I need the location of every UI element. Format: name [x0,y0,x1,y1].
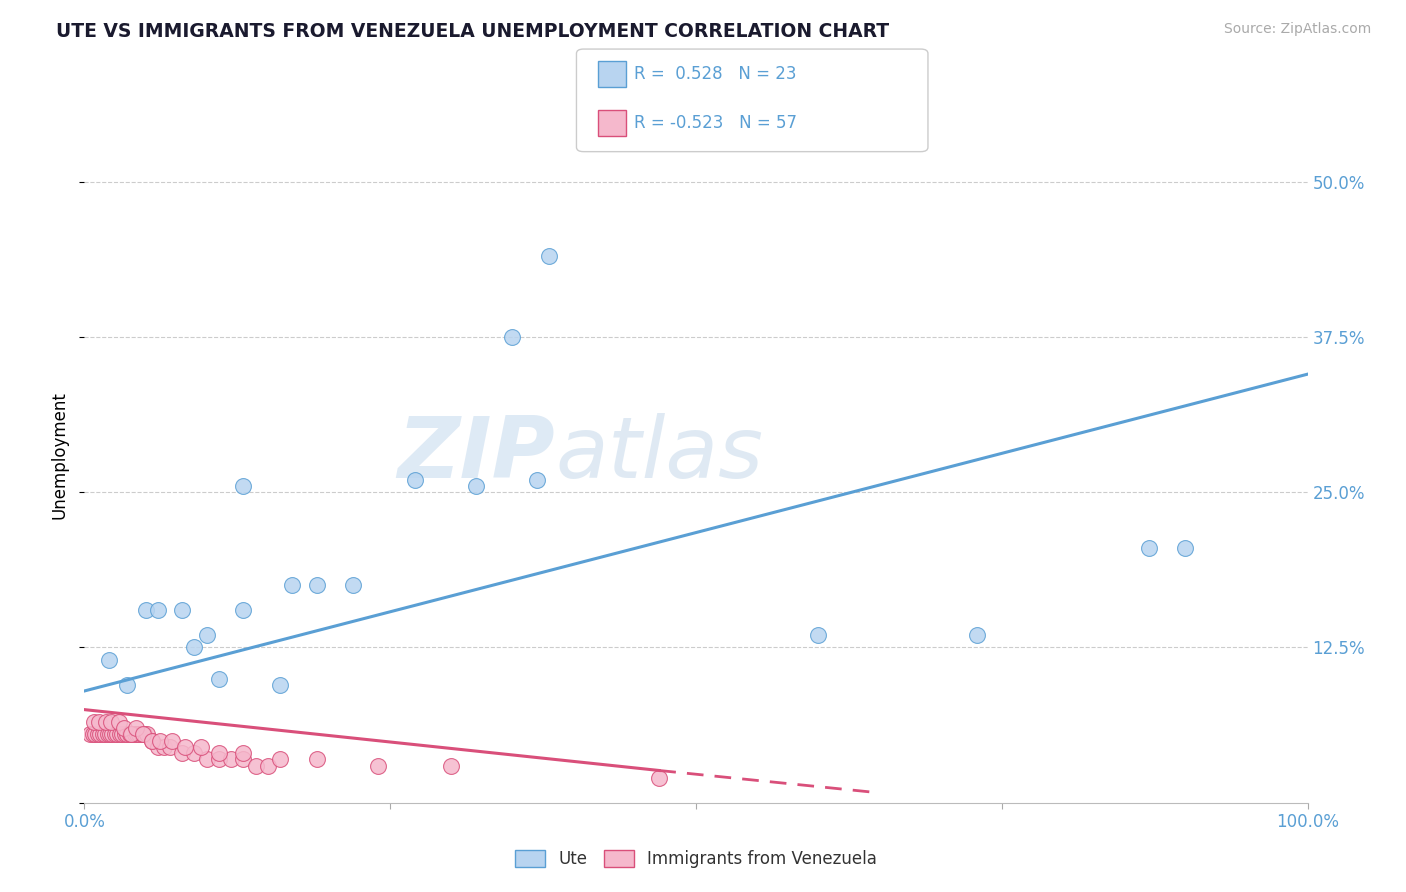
Point [208,672,231,686]
Point [208,752,231,766]
Point [269,752,291,766]
Point [97,653,120,667]
Point [120,727,142,741]
Point [135,603,157,617]
Point [135,727,157,741]
Point [141,733,163,747]
Point [111,727,134,741]
Point [342,578,364,592]
Point [648,771,671,785]
Point [1137,541,1160,555]
Point [100,714,122,729]
Point [105,727,128,741]
Point [98,727,121,741]
Text: ZIP: ZIP [398,413,555,497]
Point [195,628,218,642]
Point [83,714,105,729]
Text: Source: ZipAtlas.com: Source: ZipAtlas.com [1223,22,1371,37]
Point [94,727,117,741]
Point [305,578,328,592]
Point [807,628,830,642]
Y-axis label: Unemployment: Unemployment [51,391,69,519]
Point [305,752,328,766]
Point [91,727,114,741]
Point [245,758,267,772]
Point [87,714,110,729]
Point [149,733,172,747]
Point [232,603,254,617]
Point [183,746,205,760]
Point [162,733,184,747]
Point [538,249,561,263]
Point [124,727,146,741]
Point [108,727,131,741]
Point [97,727,120,741]
Text: R = -0.523   N = 57: R = -0.523 N = 57 [634,114,797,132]
Point [281,578,304,592]
Point [82,727,104,741]
Point [404,473,426,487]
Point [172,746,194,760]
Point [107,714,129,729]
Point [153,739,176,754]
Point [269,678,291,692]
Point [159,739,181,754]
Point [118,727,141,741]
Legend: Ute, Immigrants from Venezuela: Ute, Immigrants from Venezuela [508,843,884,874]
Point [79,727,101,741]
Point [173,739,195,754]
Point [219,752,242,766]
Point [101,727,124,741]
Point [141,733,163,747]
Point [172,603,194,617]
Point [84,727,107,741]
Point [131,727,153,741]
Text: UTE VS IMMIGRANTS FROM VENEZUELA UNEMPLOYMENT CORRELATION CHART: UTE VS IMMIGRANTS FROM VENEZUELA UNEMPLO… [56,22,890,41]
Point [121,727,143,741]
Point [115,678,138,692]
Point [440,758,463,772]
Point [232,746,254,760]
Point [502,330,524,344]
Point [190,739,212,754]
Point [232,752,254,766]
Point [132,727,155,741]
Point [526,473,548,487]
Point [367,758,389,772]
Point [112,721,135,735]
Point [195,752,218,766]
Point [464,479,486,493]
Point [134,727,156,741]
Point [89,727,111,741]
Point [125,721,148,735]
Text: atlas: atlas [555,413,763,497]
Point [128,727,150,741]
Point [125,727,148,741]
Point [966,628,988,642]
Point [146,603,169,617]
Point [232,479,254,493]
Point [257,758,280,772]
Point [115,727,138,741]
Point [104,727,127,741]
Point [96,714,118,729]
Point [183,640,205,655]
Point [1174,541,1197,555]
Point [146,739,169,754]
Text: R =  0.528   N = 23: R = 0.528 N = 23 [634,65,797,83]
Point [208,746,231,760]
Point [87,727,110,741]
Point [114,727,136,741]
